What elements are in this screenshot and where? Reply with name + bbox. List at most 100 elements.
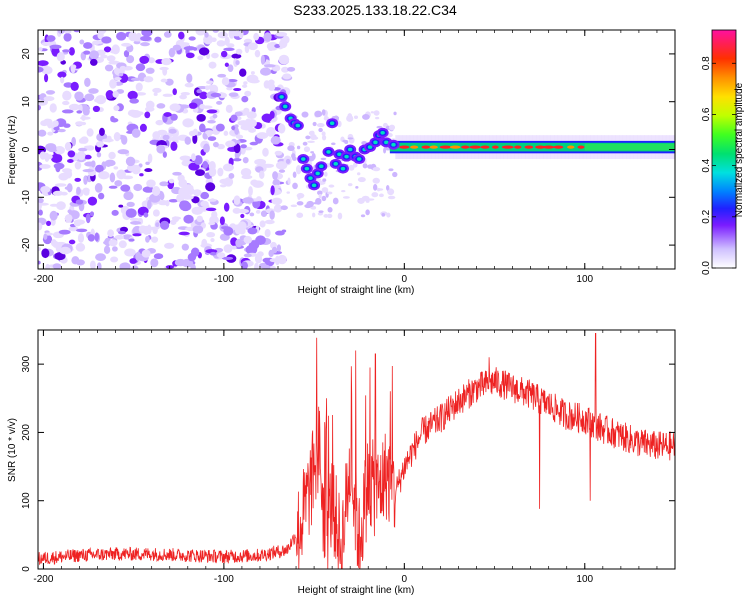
- noise-blob: [68, 47, 75, 56]
- noise-blob: [362, 113, 370, 120]
- noise-blob: [163, 112, 172, 118]
- noise-blob: [139, 173, 144, 177]
- noise-blob: [70, 81, 79, 92]
- ridge-core: [421, 145, 431, 149]
- noise-blob: [78, 138, 86, 144]
- noise-blob: [233, 143, 241, 154]
- ridge-core: [461, 145, 470, 149]
- noise-blob: [376, 187, 381, 192]
- noise-blob: [353, 115, 359, 120]
- noise-blob: [204, 130, 215, 135]
- noise-blob: [188, 102, 198, 109]
- noise-blob: [47, 131, 54, 136]
- noise-blob: [195, 169, 205, 177]
- noise-blob: [43, 233, 48, 240]
- noise-blob: [108, 60, 121, 65]
- noise-blob: [243, 107, 250, 114]
- noise-blob: [241, 261, 248, 269]
- noise-blob: [322, 178, 327, 182]
- noise-blob: [129, 110, 142, 118]
- noise-blob: [126, 201, 135, 208]
- noise-blob: [243, 235, 252, 244]
- noise-blob: [183, 46, 196, 51]
- noise-blob: [271, 197, 283, 205]
- noise-blob: [237, 221, 247, 232]
- ridge-blob-core: [347, 147, 353, 152]
- noise-blob: [312, 212, 316, 218]
- noise-blob: [95, 30, 107, 35]
- x-tick-label: 0: [402, 274, 408, 285]
- noise-blob: [185, 52, 195, 59]
- noise-blob: [232, 207, 241, 214]
- colorbar-tick-label: 0.8: [701, 56, 712, 70]
- noise-blob: [85, 213, 91, 224]
- noise-blob: [168, 128, 177, 134]
- noise-blob: [84, 145, 92, 149]
- noise-blob: [227, 79, 238, 83]
- ridge-core: [429, 145, 438, 149]
- noise-blob: [342, 139, 348, 143]
- noise-blob: [125, 156, 136, 167]
- noise-blob: [133, 183, 143, 192]
- noise-blob: [114, 76, 122, 81]
- noise-blob: [277, 254, 287, 265]
- noise-blob: [113, 166, 119, 170]
- noise-blob: [96, 262, 102, 269]
- noise-blob: [378, 193, 384, 198]
- noise-blob: [44, 118, 52, 123]
- noise-blob: [105, 162, 112, 167]
- noise-blob: [205, 207, 217, 212]
- noise-blob: [260, 54, 265, 65]
- noise-blob: [168, 47, 176, 58]
- noise-blob: [178, 31, 185, 40]
- noise-blob: [260, 67, 272, 76]
- noise-blob: [56, 51, 65, 62]
- noise-blob: [254, 49, 261, 58]
- noise-blob: [131, 265, 139, 269]
- noise-blob: [38, 202, 42, 211]
- noise-blob: [156, 144, 166, 154]
- noise-blob: [371, 192, 379, 198]
- ridge-blob-core: [326, 150, 331, 154]
- noise-blob: [128, 238, 135, 242]
- noise-blob: [235, 238, 243, 248]
- noise-blob: [198, 47, 210, 56]
- noise-blob: [367, 164, 374, 169]
- noise-blob: [250, 179, 259, 186]
- noise-blob: [140, 35, 152, 42]
- ridge-blob-core: [283, 104, 288, 109]
- noise-blob: [234, 127, 239, 135]
- noise-blob: [386, 212, 391, 218]
- noise-blob: [57, 128, 66, 133]
- noise-blob: [250, 71, 255, 75]
- noise-blob: [141, 30, 153, 37]
- noise-blob: [228, 173, 235, 179]
- noise-blob: [231, 53, 242, 59]
- noise-blob: [262, 257, 272, 263]
- noise-blob: [46, 35, 56, 42]
- noise-blob: [109, 172, 116, 183]
- noise-blob: [188, 130, 197, 137]
- ridge-core: [439, 145, 452, 149]
- noise-blob: [242, 84, 248, 88]
- noise-blob: [285, 158, 291, 164]
- noise-blob: [240, 168, 252, 177]
- noise-blob: [296, 192, 305, 199]
- noise-blob: [143, 76, 154, 83]
- noise-blob: [324, 171, 328, 177]
- noise-blob: [177, 104, 190, 109]
- noise-blob: [210, 92, 222, 98]
- noise-blob: [170, 113, 178, 121]
- noise-blob: [83, 50, 91, 55]
- noise-blob: [68, 103, 81, 111]
- noise-blob: [321, 195, 327, 202]
- noise-blob: [38, 209, 43, 216]
- noise-blob: [262, 163, 275, 168]
- noise-blob: [186, 187, 195, 196]
- noise-blob: [303, 146, 311, 153]
- noise-blob: [321, 187, 329, 193]
- ridge-blob-core: [380, 130, 385, 135]
- noise-blob: [165, 199, 170, 207]
- noise-blob: [375, 116, 380, 120]
